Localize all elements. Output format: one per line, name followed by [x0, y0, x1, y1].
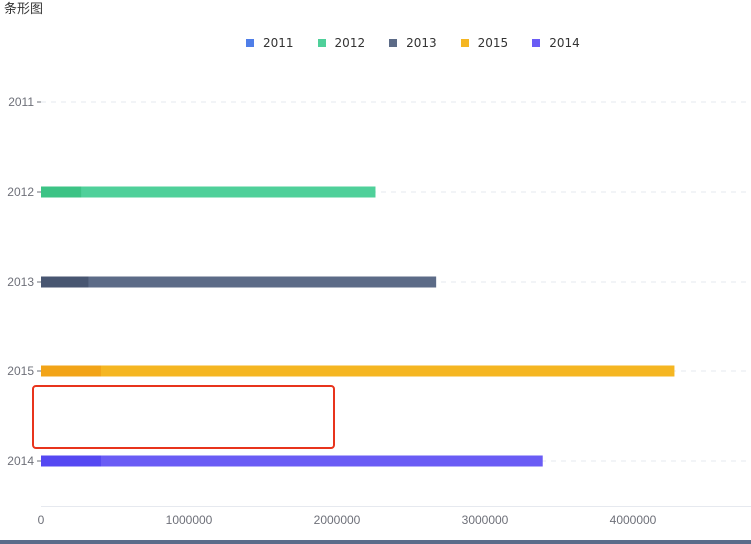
legend-swatch-2011: [246, 39, 254, 47]
legend-label-2013: 2013: [406, 36, 437, 50]
bottom-scrollbar-strip: [0, 540, 751, 544]
highlight-annotation-box: [32, 385, 335, 449]
legend-item-2012[interactable]: 2012: [317, 36, 366, 50]
y-tick-label-2014: 2014: [7, 454, 34, 468]
chart-title: 条形图: [4, 2, 44, 17]
y-tick-label-2012: 2012: [7, 185, 34, 199]
x-tick-label-0: 0: [38, 513, 45, 527]
bar-2015: [41, 365, 675, 377]
bar-start-segment-2013: [41, 276, 89, 288]
legend-label-2015: 2015: [477, 36, 509, 50]
x-tick-label-2000000: 2000000: [314, 513, 361, 527]
legend-label-2014: 2014: [549, 36, 580, 50]
legend-item-2011[interactable]: 2011: [246, 36, 294, 50]
bar-2013: [41, 276, 437, 288]
legend-item-2014[interactable]: 2014: [532, 36, 580, 50]
bar-start-segment-2014: [41, 455, 101, 467]
y-tick-label-2013: 2013: [7, 275, 34, 289]
legend-swatch-2013: [389, 39, 398, 47]
legend-label-2011: 2011: [263, 36, 294, 50]
legend-swatch-2015: [460, 39, 469, 47]
legend-swatch-2012: [317, 39, 326, 47]
legend: 2011 2012 2013 2015 2014: [246, 36, 604, 50]
y-tick-label-2011: 2011: [8, 95, 34, 109]
bar-start-segment-2015: [41, 365, 101, 377]
y-tick-label-2015: 2015: [7, 364, 34, 378]
x-tick-label-1000000: 1000000: [166, 513, 213, 527]
legend-item-2013[interactable]: 2013: [389, 36, 437, 50]
x-tick-label-4000000: 4000000: [610, 513, 657, 527]
bar-start-segment-2012: [41, 186, 82, 198]
legend-swatch-2014: [532, 39, 541, 47]
legend-label-2012: 2012: [334, 36, 366, 50]
bar-2014: [41, 455, 543, 467]
legend-item-2015[interactable]: 2015: [460, 36, 509, 50]
x-tick-label-3000000: 3000000: [462, 513, 509, 527]
bar-2012: [41, 186, 376, 198]
